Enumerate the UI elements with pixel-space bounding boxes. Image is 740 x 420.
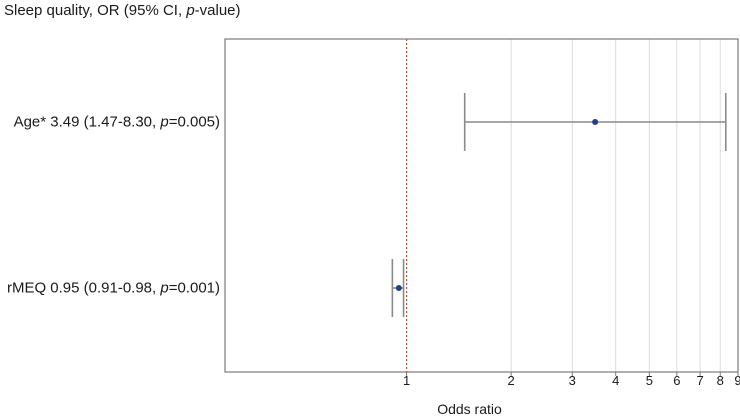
row-label-age-pre: Age* 3.49 (1.47-8.30,: [13, 113, 161, 131]
or-point: [395, 285, 402, 291]
row-label-rmeq-post: =0.001): [168, 279, 220, 297]
chart-title: Sleep quality, OR (95% CI, p-value): [4, 2, 241, 19]
x-tick-label: 5: [646, 373, 653, 388]
grid-lines: [510, 39, 739, 372]
chart-title-prefix: Sleep quality, OR (95% CI,: [4, 2, 187, 19]
row-label-age-p: p: [160, 113, 169, 131]
row-label-rmeq: rMEQ 0.95 (0.91-0.98, p=0.001): [7, 280, 220, 297]
x-tick-label: 1: [403, 373, 410, 388]
row-label-age-post: =0.005): [168, 113, 220, 131]
data-marks: [391, 93, 727, 317]
x-axis-label: Odds ratio: [437, 401, 502, 417]
x-tick-label: 8: [717, 373, 724, 388]
plot-frame: [224, 38, 739, 373]
chart-title-p: p: [186, 2, 195, 19]
or-point: [592, 119, 599, 125]
x-tick-label: 2: [508, 373, 515, 388]
row-label-rmeq-pre: rMEQ 0.95 (0.91-0.98,: [6, 279, 161, 297]
row-label-age: Age* 3.49 (1.47-8.30, p=0.005): [14, 114, 220, 131]
x-tick-label: 7: [696, 373, 703, 388]
x-tick-label: 9: [734, 373, 740, 388]
x-tick-label: 6: [673, 373, 680, 388]
x-tick-label: 3: [569, 373, 576, 388]
chart-title-suffix: -value): [194, 2, 241, 19]
x-tick-label: 4: [612, 373, 619, 388]
row-label-rmeq-p: p: [160, 279, 169, 297]
